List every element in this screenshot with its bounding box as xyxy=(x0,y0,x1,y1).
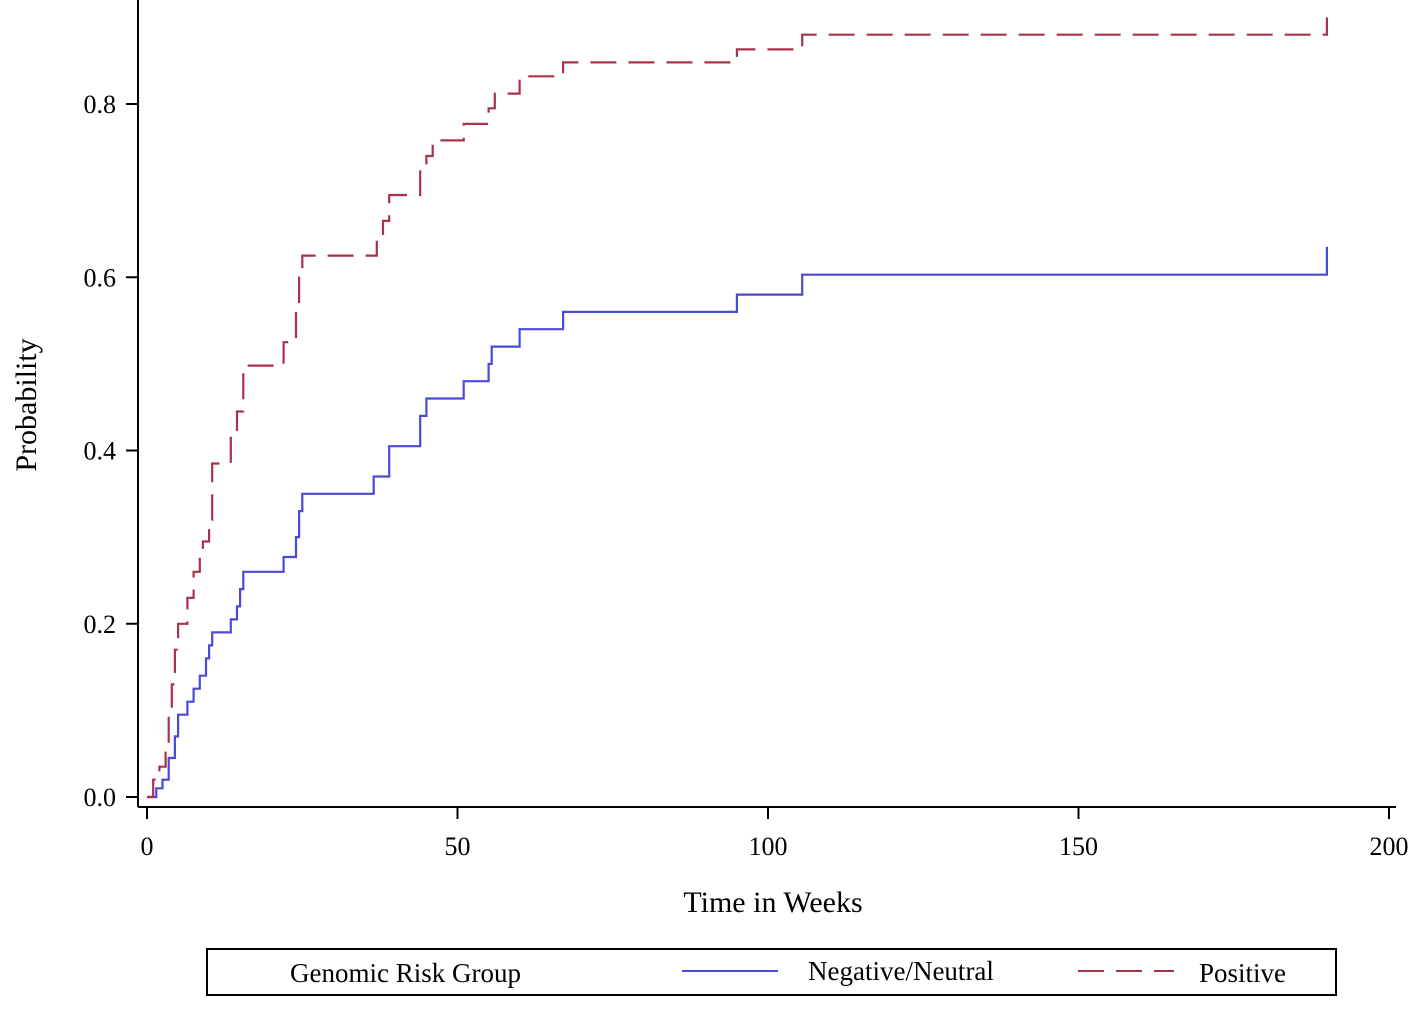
x-tick-label: 0 xyxy=(141,832,154,861)
legend-label-negative-neutral: Negative/Neutral xyxy=(808,956,994,986)
y-tick-label: 0.8 xyxy=(84,90,117,119)
x-tick-label: 100 xyxy=(749,832,788,861)
y-tick-label: 0.2 xyxy=(84,610,117,639)
series-line-negative-neutral xyxy=(147,246,1328,799)
x-tick-label: 50 xyxy=(445,832,471,861)
legend: Genomic Risk Group Negative/Neutral Posi… xyxy=(206,948,1337,996)
y-tick-label: 0.6 xyxy=(84,263,117,292)
y-tick-label: 0.4 xyxy=(84,437,117,466)
legend-title: Genomic Risk Group xyxy=(290,958,521,988)
legend-label-positive: Positive xyxy=(1199,958,1286,988)
y-axis-ticks: 0.0 0.2 0.4 0.6 0.8 xyxy=(84,90,138,812)
x-tick-label: 150 xyxy=(1059,832,1098,861)
y-tick-label: 0.0 xyxy=(84,783,117,812)
x-tick-label: 200 xyxy=(1370,832,1409,861)
x-axis-ticks: 0 50 100 150 200 xyxy=(141,807,1409,861)
series-line-positive xyxy=(147,17,1328,799)
x-axis-title: Time in Weeks xyxy=(683,886,862,919)
y-axis-title: Probability xyxy=(10,338,43,471)
series-layer xyxy=(147,17,1328,799)
